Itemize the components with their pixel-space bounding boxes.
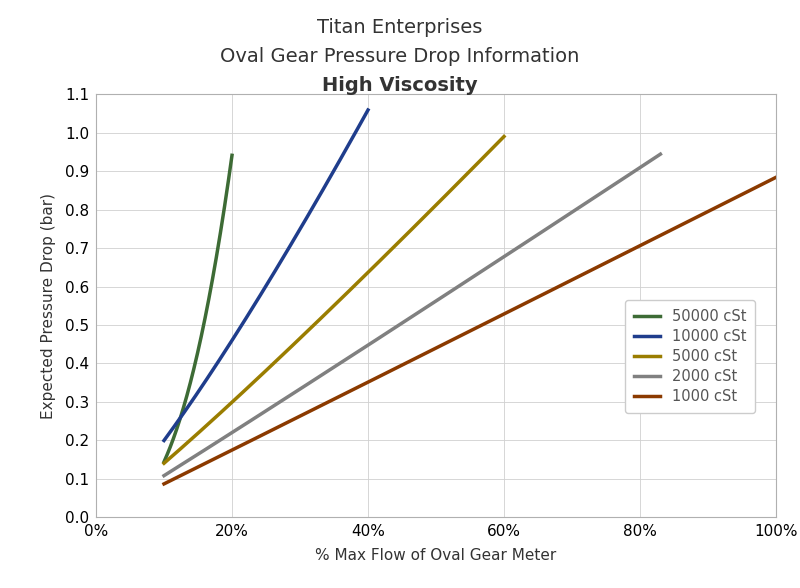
2000 cSt: [159, 472, 169, 479]
1000 cSt: [741, 189, 750, 196]
10000 cSt: [353, 125, 362, 132]
X-axis label: % Max Flow of Oval Gear Meter: % Max Flow of Oval Gear Meter: [315, 547, 557, 563]
50000 cSt: [222, 192, 231, 199]
10000 cSt: [346, 138, 355, 145]
Legend: 50000 cSt, 10000 cSt, 5000 cSt, 2000 cSt, 1000 cSt: 50000 cSt, 10000 cSt, 5000 cSt, 2000 cSt…: [625, 300, 755, 413]
5000 cSt: [470, 162, 480, 169]
10000 cSt: [159, 437, 169, 444]
10000 cSt: [167, 426, 177, 433]
2000 cSt: [189, 453, 198, 460]
50000 cSt: [163, 449, 173, 456]
1000 cSt: [322, 399, 332, 406]
1000 cSt: [159, 480, 169, 487]
5000 cSt: [250, 377, 259, 385]
Text: Titan Enterprises: Titan Enterprises: [318, 18, 482, 36]
1000 cSt: [196, 462, 206, 469]
5000 cSt: [482, 151, 492, 158]
Line: 5000 cSt: 5000 cSt: [164, 136, 504, 463]
2000 cSt: [630, 167, 640, 174]
5000 cSt: [499, 133, 509, 140]
1000 cSt: [273, 424, 282, 431]
50000 cSt: [227, 152, 237, 159]
50000 cSt: [172, 426, 182, 433]
1000 cSt: [771, 174, 781, 181]
Y-axis label: Expected Pressure Drop (bar): Expected Pressure Drop (bar): [42, 193, 57, 419]
2000 cSt: [613, 179, 622, 186]
50000 cSt: [159, 458, 169, 465]
Line: 2000 cSt: 2000 cSt: [164, 154, 661, 476]
2000 cSt: [656, 151, 666, 158]
5000 cSt: [159, 460, 169, 467]
10000 cSt: [214, 358, 223, 365]
50000 cSt: [162, 452, 171, 459]
10000 cSt: [363, 106, 373, 113]
5000 cSt: [180, 442, 190, 449]
1000 cSt: [719, 200, 729, 207]
50000 cSt: [178, 409, 187, 416]
Text: High Viscosity: High Viscosity: [322, 76, 478, 95]
50000 cSt: [224, 176, 234, 183]
Line: 1000 cSt: 1000 cSt: [164, 178, 776, 484]
2000 cSt: [251, 413, 261, 420]
Line: 10000 cSt: 10000 cSt: [164, 110, 368, 440]
5000 cSt: [173, 448, 182, 455]
10000 cSt: [171, 420, 181, 427]
5000 cSt: [222, 403, 232, 410]
2000 cSt: [179, 460, 189, 467]
Line: 50000 cSt: 50000 cSt: [164, 155, 232, 462]
2000 cSt: [291, 388, 301, 395]
Text: Oval Gear Pressure Drop Information: Oval Gear Pressure Drop Information: [220, 47, 580, 66]
10000 cSt: [197, 383, 206, 390]
1000 cSt: [184, 468, 194, 475]
